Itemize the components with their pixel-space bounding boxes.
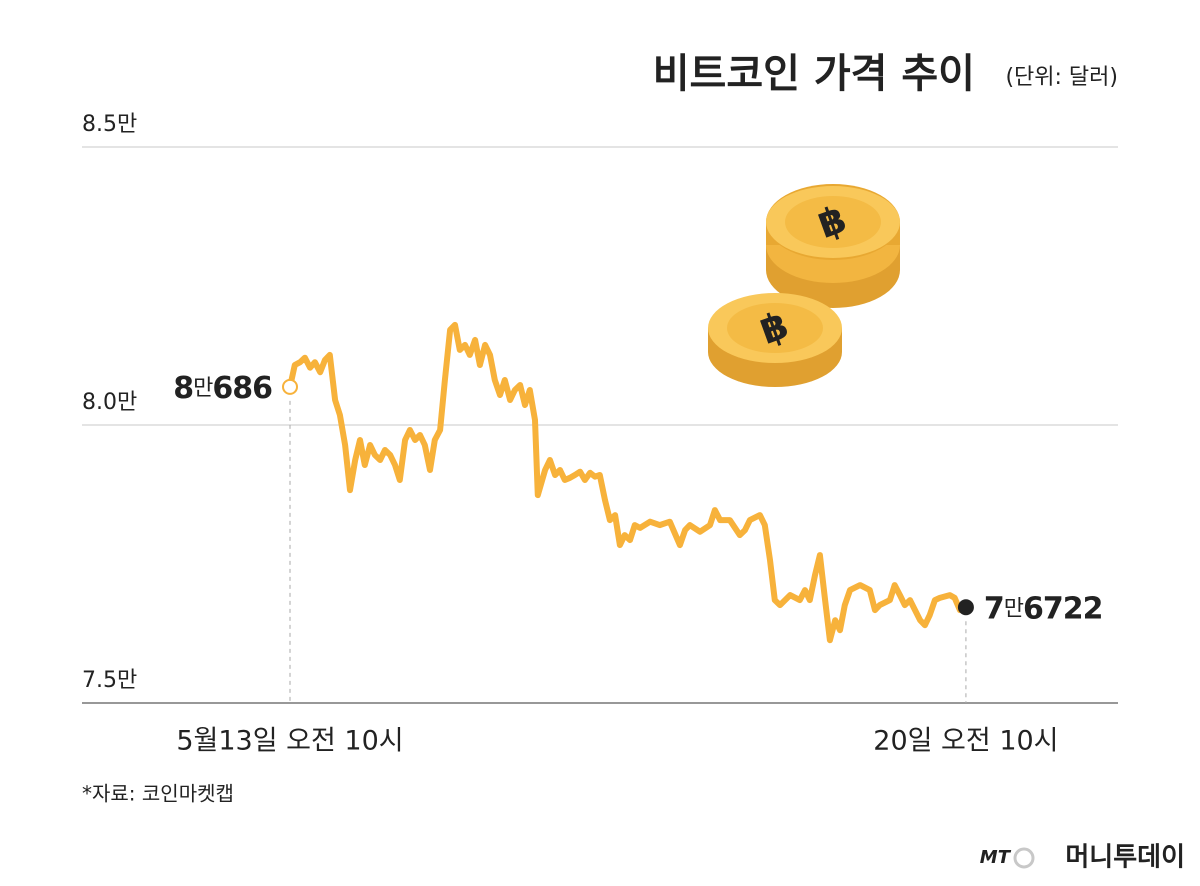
y-tick-label: 7.5만 [82, 668, 137, 693]
y-tick-label: 8.5만 [82, 112, 137, 137]
watermark: 머니투데이 [1065, 843, 1185, 873]
source-note: *자료: 코인마켓캡 [82, 782, 234, 806]
axes: 7.5만 8.0만 8.5만 5월13일 오전 10시 20일 오전 10시 [82, 112, 1118, 757]
x-tick-label: 5월13일 오전 10시 [176, 726, 403, 757]
chart-subtitle: (단위: 달러) [1005, 65, 1118, 90]
coin-illustration: ฿ ฿ [708, 184, 900, 387]
plot-area: 8만686 7만6722 [173, 321, 1104, 644]
x-tick-label: 20일 오전 10시 [873, 726, 1058, 757]
y-tick-label: 8.0만 [82, 390, 137, 415]
end-point [957, 599, 974, 616]
chart-title: 비트코인 가격 추이 [653, 51, 975, 97]
value-label: 8만686 [173, 370, 272, 405]
price-line [287, 321, 969, 644]
watermark-logo: MT [980, 847, 1012, 868]
value-label: 7만6722 [984, 591, 1103, 626]
start-point [282, 378, 299, 395]
watermark-icon [1013, 847, 1035, 869]
